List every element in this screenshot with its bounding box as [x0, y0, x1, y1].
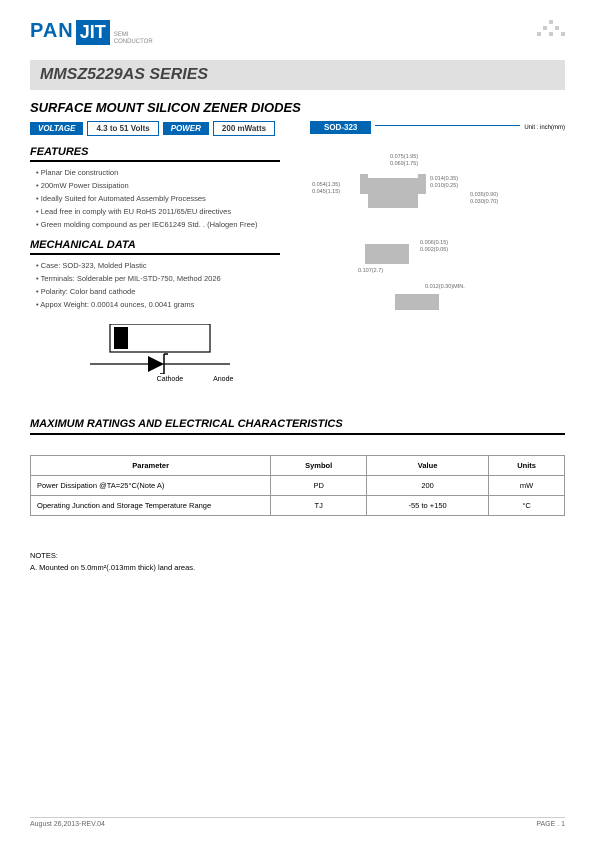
notes-label: NOTES:	[30, 551, 565, 560]
footer: August 26,2013-REV.04 PAGE . 1	[30, 817, 565, 828]
features-list: Planar Die construction 200mW Power Diss…	[36, 168, 300, 229]
package-row: SOD-323 Unit : inch(mm)	[310, 121, 565, 134]
power-value: 200 mWatts	[213, 121, 275, 136]
logo-jit: JIT	[76, 20, 110, 45]
feature-item: Ideally Suited for Automated Assembly Pr…	[36, 194, 300, 203]
diode-symbol: Cathode Anode	[90, 324, 300, 383]
ratings-table: Parameter Symbol Value Units Power Dissi…	[30, 455, 565, 516]
mechanical-item: Polarity: Color band cathode	[36, 287, 300, 296]
package-label: SOD-323	[310, 121, 371, 134]
spec-row: VOLTAGE 4.3 to 51 Volts POWER 200 mWatts	[30, 121, 300, 136]
mechanical-item: Terminals: Solderable per MIL-STD-750, M…	[36, 274, 300, 283]
footer-date: August 26,2013-REV.04	[30, 821, 105, 828]
mechanical-item: Appox Weight: 0.00014 ounces, 0.0041 gra…	[36, 300, 300, 309]
feature-item: Green molding compound as per IEC61249 S…	[36, 220, 300, 229]
cathode-label: Cathode	[157, 376, 183, 383]
footer-page: PAGE . 1	[536, 821, 565, 828]
mechanical-list: Case: SOD-323, Molded Plastic Terminals:…	[36, 261, 300, 309]
col-units: Units	[489, 456, 565, 476]
feature-item: Lead free in comply with EU RoHS 2011/65…	[36, 207, 300, 216]
col-symbol: Symbol	[271, 456, 367, 476]
logo: PAN JIT SEMI CONDUCTOR	[30, 20, 565, 45]
features-header: FEATURES	[30, 146, 280, 162]
notes: NOTES: A. Mounted on 5.0mm²(.013mm thick…	[30, 551, 565, 572]
feature-item: 200mW Power Dissipation	[36, 181, 300, 190]
feature-item: Planar Die construction	[36, 168, 300, 177]
note-a: A. Mounted on 5.0mm²(.013mm thick) land …	[30, 563, 565, 572]
voltage-label: VOLTAGE	[30, 122, 83, 135]
subtitle: SURFACE MOUNT SILICON ZENER DIODES	[30, 100, 565, 115]
logo-subtitle: SEMI CONDUCTOR	[114, 32, 153, 45]
table-row: Operating Junction and Storage Temperatu…	[31, 496, 565, 516]
table-row: Power Dissipation @TA=25°C(Note A) PD 20…	[31, 476, 565, 496]
anode-label: Anode	[213, 376, 233, 383]
voltage-value: 4.3 to 51 Volts	[87, 121, 158, 136]
decorative-dots	[529, 18, 569, 48]
package-drawing: 0.075(1.95) 0.069(1.75) 0.014(0.35) 0.01…	[310, 144, 565, 344]
mechanical-header: MECHANICAL DATA	[30, 239, 280, 255]
col-value: Value	[367, 456, 489, 476]
col-parameter: Parameter	[31, 456, 271, 476]
mechanical-item: Case: SOD-323, Molded Plastic	[36, 261, 300, 270]
logo-pan: PAN	[30, 20, 74, 43]
page-title: MMSZ5229AS SERIES	[30, 60, 565, 90]
power-label: POWER	[163, 122, 209, 135]
unit-note: Unit : inch(mm)	[524, 125, 565, 131]
ratings-header: MAXIMUM RATINGS AND ELECTRICAL CHARACTER…	[30, 418, 565, 435]
